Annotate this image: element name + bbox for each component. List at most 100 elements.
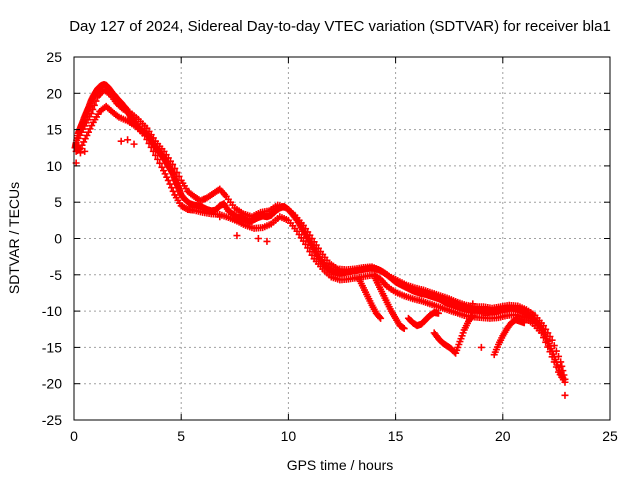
data-point: [542, 325, 550, 333]
data-point: [117, 137, 125, 145]
y-tick-label: 5: [54, 194, 62, 210]
x-tick-label: 20: [495, 428, 511, 444]
series-scattered: [72, 136, 569, 399]
data-point: [169, 187, 177, 195]
series-arc-16: [404, 309, 442, 330]
y-tick-label: -10: [42, 303, 62, 319]
data-point: [306, 248, 314, 256]
series-arc-17: [430, 311, 477, 357]
data-point: [377, 314, 385, 322]
data-point: [83, 131, 91, 139]
x-tick-label: 10: [281, 428, 297, 444]
data-point: [548, 353, 556, 361]
axis-ticks: 0 5 10 15 20 25 -25 -20 -15 -10 -5 0 5 10 15 20 25: [42, 49, 618, 444]
data-point: [304, 244, 312, 252]
data-point: [469, 311, 477, 319]
data-point: [552, 347, 560, 355]
y-tick-label: 25: [46, 49, 62, 65]
y-tick-label: -25: [42, 412, 62, 428]
data-points: [71, 81, 569, 399]
data-point: [559, 367, 567, 375]
data-point: [482, 311, 490, 319]
series-descending-arc-1: [370, 272, 408, 333]
data-point: [81, 147, 89, 155]
series-lower-branch: [72, 102, 569, 386]
x-axis-label: GPS time / hours: [287, 457, 394, 473]
data-point: [263, 237, 271, 245]
y-tick-label: -15: [42, 339, 62, 355]
data-point: [475, 304, 483, 312]
data-point: [166, 180, 174, 188]
data-point: [537, 329, 545, 337]
y-axis-label: SDTVAR / TECUs: [6, 182, 22, 294]
data-point: [151, 151, 159, 159]
data-point: [143, 135, 151, 143]
data-point: [540, 334, 548, 342]
data-point: [555, 352, 563, 360]
data-point: [216, 213, 224, 221]
data-point: [173, 168, 181, 176]
data-point: [89, 105, 97, 113]
data-point: [154, 155, 162, 163]
data-point: [87, 110, 95, 118]
data-point: [141, 131, 149, 139]
grid-lines: [74, 57, 610, 420]
data-point: [175, 172, 183, 180]
data-point: [542, 338, 550, 346]
x-tick-label: 0: [70, 428, 78, 444]
x-tick-label: 5: [177, 428, 185, 444]
data-point: [168, 184, 176, 192]
data-point: [558, 362, 566, 370]
data-point: [76, 149, 84, 157]
data-point: [540, 322, 548, 330]
data-point: [544, 329, 552, 337]
series-arc-20: [490, 316, 528, 359]
data-point: [561, 375, 569, 383]
data-point: [546, 348, 554, 356]
data-point: [550, 342, 558, 350]
data-point: [477, 343, 485, 351]
data-point: [546, 333, 554, 341]
data-point: [156, 159, 164, 167]
data-point: [124, 136, 132, 144]
data-point: [495, 304, 503, 312]
data-point: [163, 173, 171, 181]
data-point: [161, 170, 169, 178]
data-point: [90, 101, 98, 109]
y-tick-label: 20: [46, 85, 62, 101]
data-point: [544, 343, 552, 351]
data-point: [560, 371, 568, 379]
data-point: [376, 313, 384, 321]
y-tick-label: -5: [50, 267, 63, 283]
data-point: [80, 138, 88, 146]
data-point: [548, 336, 556, 344]
data-point: [469, 300, 477, 308]
data-point: [130, 140, 138, 148]
series-upper-branch: [74, 86, 569, 383]
data-point: [550, 358, 558, 366]
y-tick-label: 15: [46, 122, 62, 138]
data-point: [561, 391, 569, 399]
data-point: [145, 139, 153, 147]
data-point: [171, 164, 179, 172]
data-point: [169, 160, 177, 168]
y-tick-label: 0: [54, 231, 62, 247]
data-point: [149, 147, 157, 155]
data-point: [81, 135, 89, 143]
x-tick-label: 15: [388, 428, 404, 444]
chart-title: Day 127 of 2024, Sidereal Day-to-day VTE…: [69, 18, 611, 35]
x-tick-label: 25: [602, 428, 618, 444]
data-point: [434, 309, 442, 317]
series-descending-arc-2: [355, 275, 385, 322]
data-point: [468, 313, 476, 321]
data-point: [557, 358, 565, 366]
y-tick-label: 10: [46, 158, 62, 174]
data-point: [254, 235, 262, 242]
data-point: [308, 251, 316, 259]
data-point: [520, 319, 528, 327]
data-point: [92, 97, 100, 105]
data-point: [400, 325, 408, 333]
data-point: [164, 176, 172, 184]
y-tick-label: -20: [42, 376, 62, 392]
